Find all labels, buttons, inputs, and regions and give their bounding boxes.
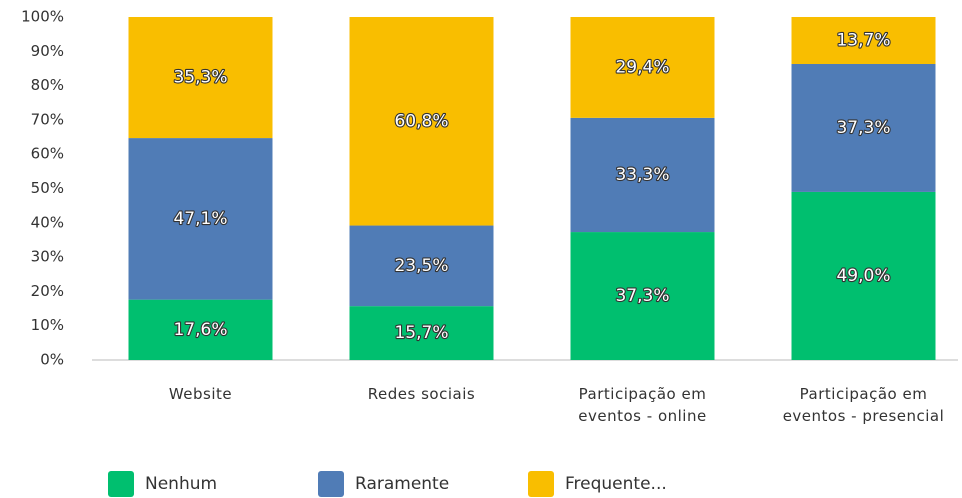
data-label: 33,3% (615, 165, 669, 185)
data-label: 37,3% (836, 118, 890, 138)
legend-swatch (528, 471, 554, 497)
bar-segment (128, 138, 273, 300)
y-tick-label: 0% (40, 351, 64, 369)
legend-item: Frequente... (528, 470, 667, 498)
bar-segment (791, 191, 936, 360)
bar-segment (791, 63, 936, 192)
data-label: 17,6% (173, 320, 227, 340)
data-label: 23,5% (394, 256, 448, 276)
data-label: 37,3% (615, 286, 669, 306)
data-label: 35,3% (173, 68, 227, 88)
legend-swatch (318, 471, 344, 497)
bar-segment (570, 117, 715, 233)
data-label: 49,0% (836, 266, 890, 286)
bar-segment (128, 17, 273, 139)
x-tick-label: Redes sociais (367, 385, 476, 403)
data-label: 29,4% (615, 57, 669, 77)
y-tick-label: 70% (31, 110, 64, 128)
legend-label: Nenhum (145, 474, 218, 494)
y-tick-label: 30% (31, 248, 64, 266)
data-label: 47,1% (173, 209, 227, 229)
y-tick-label: 20% (31, 282, 64, 300)
x-tick-label: Participação em eventos - presencial (782, 385, 945, 425)
y-tick-label: 90% (31, 42, 64, 60)
data-label: 15,7% (394, 323, 448, 343)
bar-segment (791, 17, 936, 64)
y-tick-label: 40% (31, 213, 64, 231)
bar-segment (570, 232, 715, 360)
bar-segment (128, 299, 273, 360)
y-tick-label: 50% (31, 179, 64, 197)
bar-segment (349, 306, 494, 360)
legend-item: Nenhum (108, 470, 217, 498)
y-tick-label: 100% (21, 8, 64, 26)
y-tick-label: 60% (31, 145, 64, 163)
y-tick-label: 10% (31, 316, 64, 334)
legend-swatch (108, 471, 134, 497)
data-label: 13,7% (836, 30, 890, 50)
legend-item: Raramente (318, 470, 449, 498)
data-label: 60,8% (394, 111, 448, 131)
bar-segment (570, 17, 715, 118)
x-tick-label: Website (168, 385, 233, 403)
bar-segment (349, 17, 494, 226)
y-tick-label: 80% (31, 76, 64, 94)
bar-segment (349, 225, 494, 307)
x-tick-label: Participação em eventos - online (578, 385, 707, 425)
legend-label: Raramente (355, 474, 450, 494)
legend-label: Frequente... (565, 474, 667, 494)
